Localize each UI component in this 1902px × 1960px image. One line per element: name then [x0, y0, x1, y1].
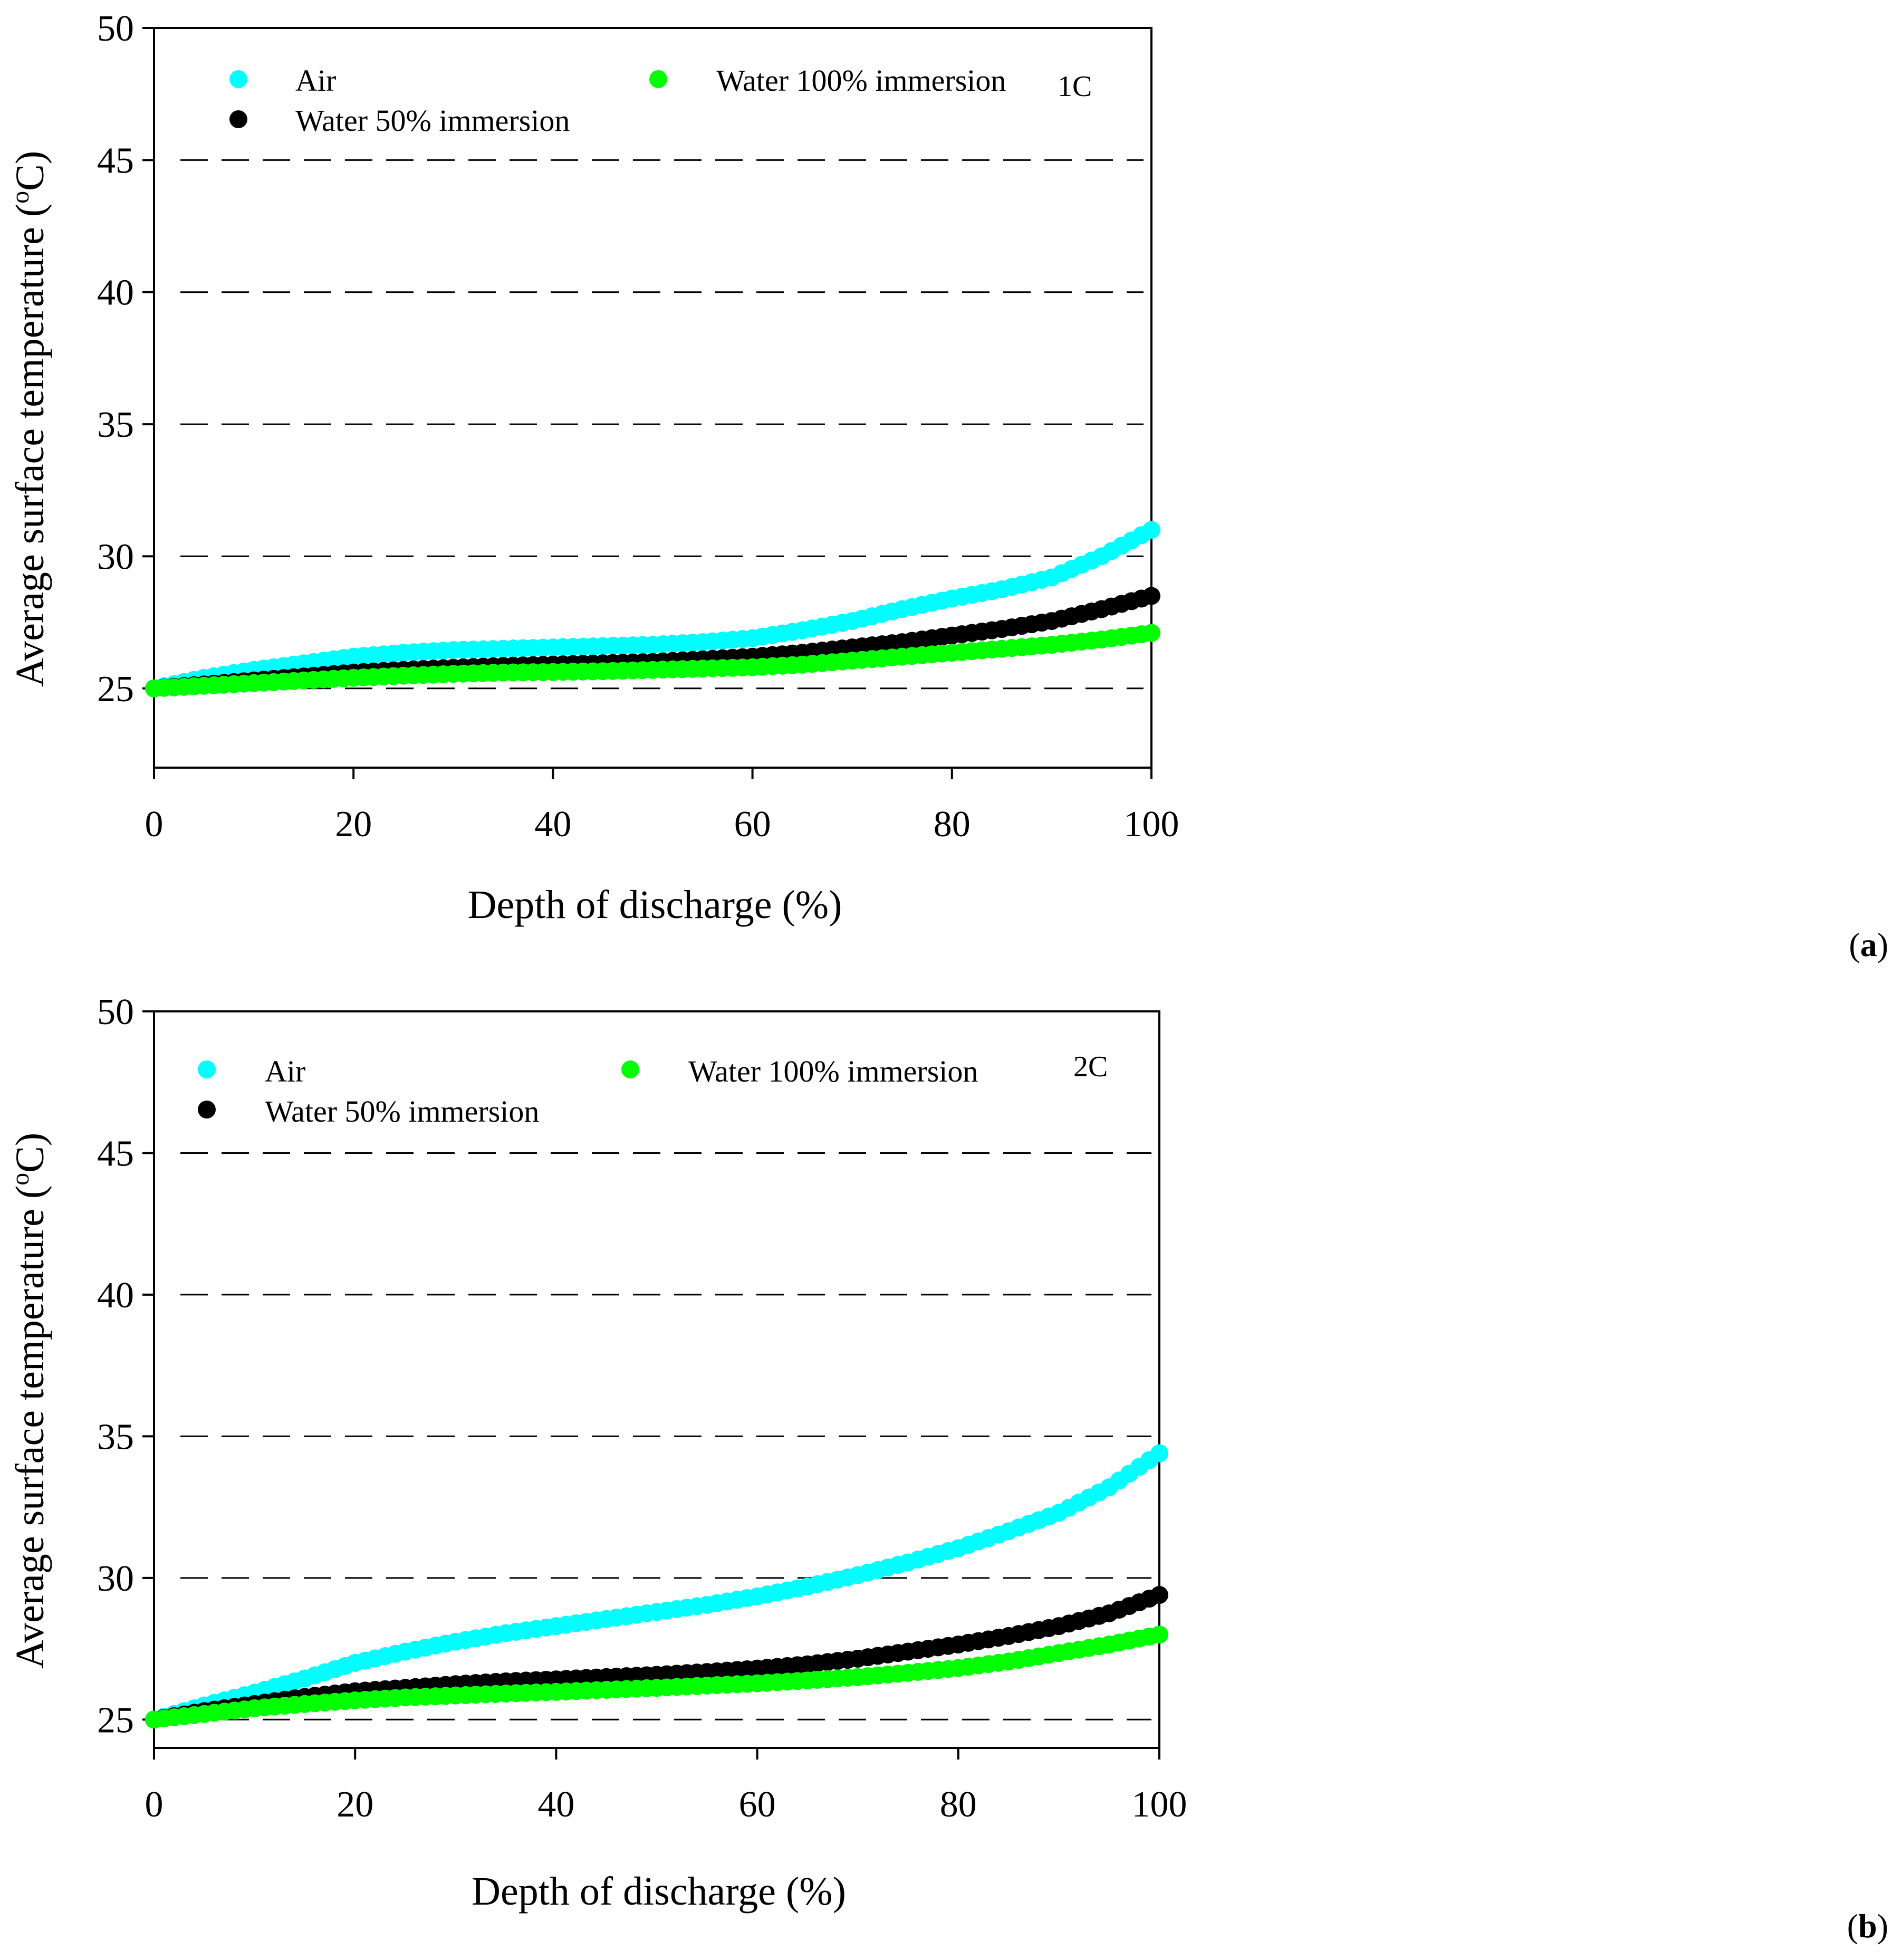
x-tick-label: 20: [335, 804, 372, 845]
x-tick-label: 0: [145, 804, 164, 845]
data-point: [1142, 587, 1160, 605]
y-axis-title-unit: C): [8, 1133, 52, 1173]
y-tick-label: 35: [97, 405, 134, 445]
y-tick-label: 45: [97, 1133, 134, 1174]
panel-label: (b): [1847, 1907, 1888, 1945]
panel-label-close: ): [1877, 926, 1888, 963]
series-water-100-immersion: [145, 624, 1160, 697]
y-axis-title-superscript: o: [6, 191, 34, 204]
legend-label: Water 100% immersion: [716, 63, 1006, 98]
x-tick-label: 80: [940, 1784, 977, 1825]
legend-marker: [198, 1060, 216, 1078]
legend-marker: [229, 70, 247, 88]
y-axis-title-unit: C): [8, 151, 52, 191]
y-axis-title-main: Average surface temperature (: [8, 204, 52, 687]
data-point: [1142, 624, 1160, 642]
x-tick-label: 100: [1132, 1784, 1187, 1825]
y-tick-label: 25: [97, 669, 134, 710]
x-tick-label: 60: [734, 804, 771, 845]
legend: Air Water 50% immersion Water 100% immersi…: [198, 1054, 978, 1129]
x-tick-label: 40: [534, 804, 571, 845]
x-tick-label: 0: [145, 1784, 164, 1825]
panel-label-close: ): [1877, 1907, 1888, 1945]
y-tick-label: 25: [97, 1700, 134, 1741]
x-tick-label: 100: [1124, 804, 1179, 845]
legend-label: Water 50% immersion: [295, 103, 570, 138]
y-axis-title-main: Average surface temperature (: [8, 1185, 52, 1669]
y-tick-label: 30: [97, 1559, 134, 1599]
y-axis-title: Average surface temperature (oC): [6, 151, 52, 687]
data-point: [1142, 521, 1160, 539]
legend-marker: [229, 110, 247, 128]
panel-label-open: (: [1849, 926, 1860, 963]
panel-label: (a): [1849, 926, 1888, 963]
x-axis-title: Depth of discharge (%): [468, 883, 842, 927]
legend-label: Water 50% immersion: [265, 1094, 539, 1129]
x-tick-label: 60: [739, 1784, 776, 1825]
legend: Air Water 50% immersion Water 100% immersi…: [229, 63, 1006, 138]
legend-label: Water 100% immersion: [688, 1054, 978, 1088]
y-tick-label: 30: [97, 537, 134, 577]
chart-panel-b: 25 30 35 40 45 50 0 20 40 60 80 100 Depth of dischar…: [6, 992, 1888, 1945]
y-tick-label: 50: [97, 8, 134, 49]
legend-marker: [198, 1101, 216, 1118]
y-axis-title-superscript: o: [6, 1173, 34, 1185]
y-tick-label: 35: [97, 1417, 134, 1457]
y-tick-label: 40: [97, 1275, 134, 1316]
y-tick-label: 45: [97, 140, 134, 181]
y-tick-label: 40: [97, 273, 134, 313]
x-tick-label: 40: [537, 1784, 574, 1825]
panel-label-letter: b: [1858, 1907, 1877, 1945]
panel-label-open: (: [1847, 1907, 1858, 1945]
legend-label: Air: [295, 63, 336, 98]
y-tick-label: 50: [97, 992, 134, 1032]
plot-frame: [153, 1010, 1160, 1749]
legend-marker: [621, 1060, 639, 1078]
chart-panel-a: 25 30 35 40 45 50 0 20 40 60 80 100 Depth of dischar…: [6, 8, 1888, 963]
y-axis-title: Average surface temperature (oC): [6, 1133, 52, 1669]
series-water-100-immersion: [145, 1626, 1168, 1729]
c-rate-annotation: 2C: [1073, 1050, 1108, 1083]
data-point: [1150, 1444, 1168, 1462]
x-axis-title: Depth of discharge (%): [472, 1869, 846, 1914]
data-point: [1150, 1626, 1168, 1644]
legend-marker: [649, 70, 667, 88]
c-rate-annotation: 1C: [1058, 70, 1092, 103]
panel-label-letter: a: [1860, 926, 1877, 963]
data-point: [1150, 1586, 1168, 1604]
x-tick-label: 20: [337, 1784, 373, 1825]
x-tick-label: 80: [934, 804, 971, 845]
plot-frame: [153, 27, 1152, 769]
legend-label: Air: [265, 1054, 305, 1088]
